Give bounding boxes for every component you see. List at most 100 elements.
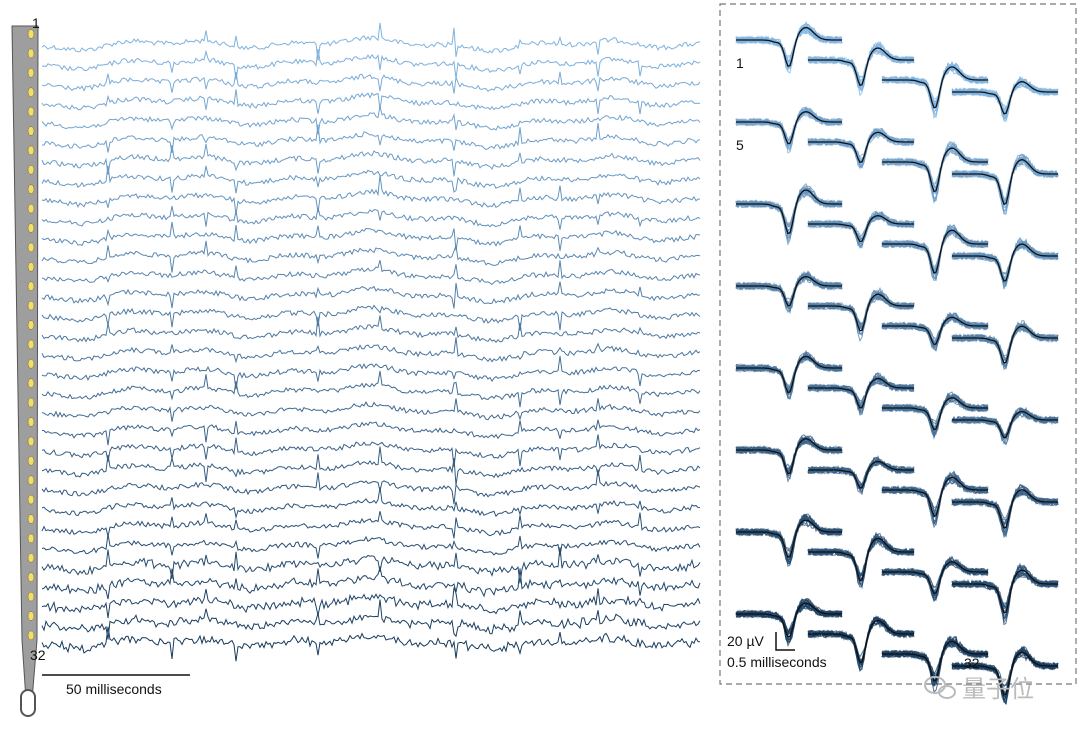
waveform-sample	[951, 158, 1059, 204]
waveform-sample	[951, 572, 1059, 605]
waveform-sample	[951, 81, 1059, 111]
waveform-panel	[735, 182, 843, 246]
waveform-sample	[881, 66, 989, 103]
probe-contact	[27, 378, 35, 388]
waveform-panel	[881, 60, 989, 119]
voltage-trace	[41, 547, 701, 584]
waveform-sample	[951, 76, 1059, 123]
waveform-sample	[881, 314, 989, 345]
probe-contact	[27, 436, 35, 447]
probe-contact	[27, 572, 35, 582]
waveform-panel	[735, 20, 843, 74]
waveform-mean	[808, 215, 914, 243]
voltage-trace	[41, 587, 701, 619]
waveform-sample	[735, 603, 843, 634]
voltage-trace	[41, 304, 701, 331]
probe-contact	[27, 48, 35, 59]
waveform-panel	[735, 106, 843, 154]
voltage-trace	[41, 165, 701, 194]
watermark-text: 量子位	[962, 675, 1034, 703]
waveform-sample	[881, 145, 989, 190]
waveform-mean	[808, 293, 914, 332]
waveform-sample	[881, 635, 989, 686]
time-scale-label: 50 milliseconds	[66, 681, 162, 697]
voltage-trace	[41, 534, 701, 559]
waveform-sample	[735, 270, 843, 309]
waveform-sample	[807, 210, 915, 249]
waveform-sample	[881, 66, 989, 108]
waveform-sample	[951, 573, 1059, 610]
waveform-panel	[735, 350, 843, 401]
waveform-mean	[736, 276, 842, 307]
waveform-sample	[951, 324, 1059, 370]
waveform-sample	[735, 434, 843, 480]
waveform-panel	[881, 470, 989, 529]
watermark: 量子位	[924, 675, 1034, 703]
waveform-sample	[735, 352, 843, 392]
waveform-sample	[807, 535, 915, 585]
waveform-panel	[807, 41, 915, 97]
voltage-trace	[41, 89, 701, 115]
waveform-sample	[807, 291, 915, 329]
waveform-panel	[807, 531, 915, 590]
waveform-sample	[735, 187, 843, 237]
probe-contacts	[27, 29, 35, 641]
waveform-sample	[735, 272, 843, 309]
voltage-trace	[41, 281, 701, 309]
waveform-sample	[807, 295, 915, 327]
waveform-panel	[881, 140, 989, 204]
voltage-trace	[41, 419, 701, 446]
probe-contact	[27, 300, 35, 311]
waveform-sample	[807, 292, 915, 328]
waveform-panel	[951, 562, 1059, 626]
voltage-trace	[41, 626, 701, 662]
waveform-panel	[881, 223, 989, 282]
raw-voltage-traces	[41, 22, 701, 662]
voltage-trace	[41, 337, 701, 364]
waveform-sample	[735, 112, 843, 142]
waveform-sample	[951, 245, 1059, 275]
probe-contact	[27, 591, 35, 602]
waveform-mean	[736, 26, 842, 67]
waveform-mean	[882, 640, 988, 682]
waveform-mean	[882, 66, 988, 109]
voltage-trace	[41, 221, 701, 251]
waveform-sample	[881, 318, 989, 339]
waveform-mean	[952, 651, 1058, 696]
waveform-mean	[808, 460, 914, 489]
waveform-sample	[881, 150, 989, 188]
waveform-sample	[951, 562, 1059, 624]
waveform-sample	[735, 107, 843, 150]
waveform-sample	[881, 65, 989, 106]
waveform-sample	[951, 571, 1059, 608]
voltage-trace	[41, 240, 701, 273]
waveform-sample	[735, 601, 843, 634]
probe-contact	[27, 514, 35, 524]
waveform-sample	[735, 597, 843, 648]
waveform-sample	[951, 325, 1059, 361]
waveform-scale-bar	[775, 632, 795, 651]
waveform-mean	[736, 519, 842, 558]
waveform-sample	[881, 562, 989, 595]
spike-waveforms	[735, 20, 1059, 706]
waveform-panel	[881, 555, 989, 603]
waveform-mean	[882, 147, 988, 193]
probe-contact	[27, 106, 35, 117]
voltage-trace	[41, 599, 701, 640]
waveform-sample	[881, 229, 989, 268]
waveform-sample	[951, 159, 1059, 200]
probe-contact	[27, 203, 35, 214]
waveform-sample	[951, 158, 1059, 201]
waveform-sample	[881, 557, 989, 599]
probe-contact	[27, 475, 35, 485]
waveform-panel	[807, 127, 915, 170]
waveform-sample	[807, 129, 915, 162]
waveform-panel	[951, 320, 1059, 371]
waveform-panel	[807, 286, 915, 343]
waveform-sample	[951, 490, 1059, 525]
waveform-sample	[881, 560, 989, 597]
waveform-panel	[881, 391, 989, 440]
waveform-sample	[735, 111, 843, 150]
waveform-sample	[951, 326, 1059, 361]
waveform-sample	[735, 20, 843, 74]
